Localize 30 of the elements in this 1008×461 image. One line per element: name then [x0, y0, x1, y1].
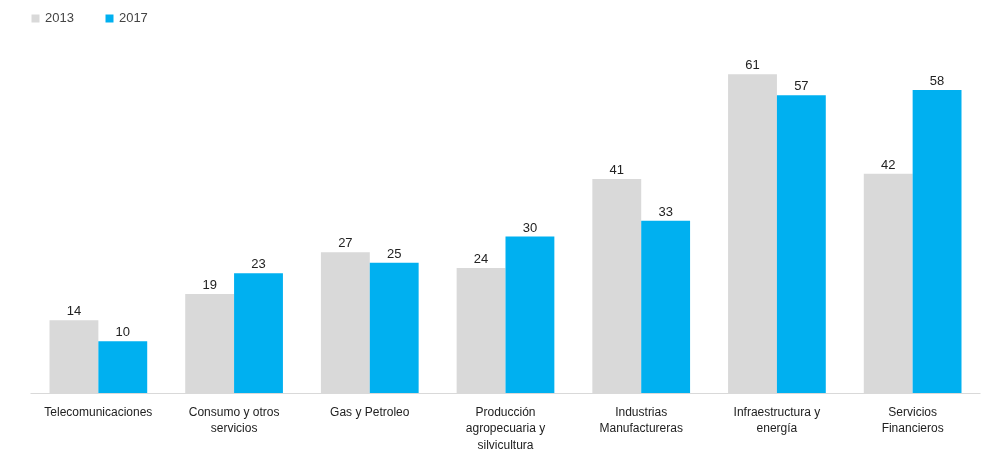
- data-label: 14: [66, 303, 82, 319]
- data-label: 42: [880, 156, 896, 172]
- bar: [505, 236, 555, 394]
- bar: [98, 341, 148, 394]
- bar: [369, 262, 419, 394]
- x-tick-label: Servicios Financieros: [881, 404, 944, 436]
- x-tick-label: Producción agropecuaria y silvicultura: [465, 404, 546, 453]
- data-label: 27: [338, 235, 353, 251]
- data-label: 61: [745, 57, 760, 73]
- data-label: 23: [251, 256, 266, 272]
- bar: [912, 90, 962, 394]
- x-tick-label: Gas y Petroleo: [330, 404, 410, 419]
- x-tick-label: Telecomunicaciones: [44, 404, 153, 419]
- data-label: 10: [115, 324, 131, 340]
- bar: [776, 95, 826, 394]
- bar: [234, 273, 283, 394]
- data-label: 58: [929, 73, 945, 89]
- x-tick-label: Industrias Manufactureras: [599, 404, 683, 436]
- data-label: 33: [658, 203, 673, 219]
- data-label: 30: [522, 219, 538, 235]
- legend-label: 2013: [45, 10, 74, 25]
- x-tick-label: Infraestructura y energía: [733, 404, 821, 436]
- legend-label: 2017: [118, 10, 148, 25]
- data-label: 24: [473, 250, 489, 266]
- data-label: 41: [609, 161, 625, 177]
- bar: [641, 220, 691, 394]
- data-label: 57: [794, 78, 809, 94]
- x-tick-label: Consumo y otros servicios: [188, 404, 280, 436]
- data-label: 25: [386, 245, 402, 261]
- data-label: 19: [202, 277, 217, 293]
